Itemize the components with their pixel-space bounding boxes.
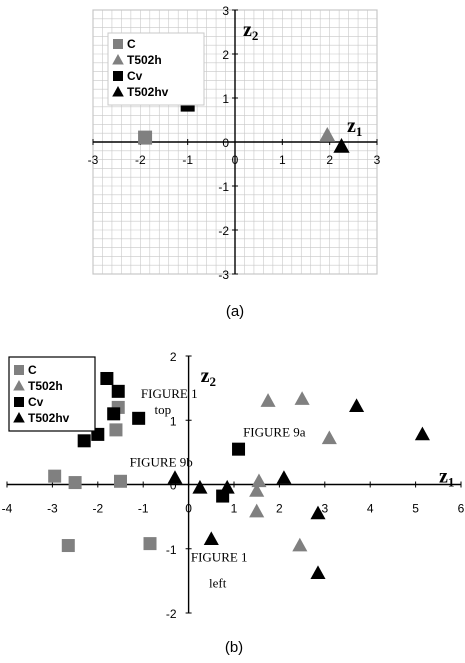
legend-marker [14, 365, 24, 375]
x-tick-label: -2 [92, 502, 103, 516]
data-point [319, 127, 336, 142]
legend: C T502h Cv T502hv [107, 32, 205, 106]
legend-label: T502hv [127, 85, 169, 99]
annotation-label: FIGURE 1 [141, 386, 198, 401]
data-point [109, 423, 123, 437]
y-tick-label: -1 [166, 543, 177, 557]
x-tick-label: 0 [185, 502, 192, 516]
y-axis-label: z2 [243, 19, 258, 43]
x-tick-label: -4 [2, 502, 13, 516]
legend-marker [13, 380, 25, 391]
y-tick-label: 2 [170, 350, 177, 364]
legend-label: T502h [28, 379, 63, 393]
legend-marker [112, 54, 124, 65]
data-point [77, 434, 91, 448]
x-tick-label: 0 [232, 153, 239, 167]
data-point [310, 565, 326, 580]
x-tick-label: 1 [231, 502, 238, 516]
panel-caption: (a) [226, 303, 244, 320]
y-tick-label: 1 [170, 414, 177, 428]
y-tick-label: -3 [218, 268, 229, 282]
y-tick-label: 0 [222, 136, 229, 150]
x-tick-label: 4 [367, 502, 374, 516]
x-tick-label: 5 [412, 502, 419, 516]
x-axis-label: z1 [347, 115, 362, 139]
data-point [68, 476, 82, 490]
panel-caption: (b) [225, 639, 243, 656]
x-tick-label: -1 [182, 153, 193, 167]
data-point [107, 407, 121, 421]
data-point [249, 483, 265, 497]
data-point [143, 537, 157, 551]
x-tick-label: 2 [326, 153, 333, 167]
data-point [414, 426, 430, 441]
data-point [260, 393, 276, 407]
data-point [249, 503, 265, 518]
legend-marker [112, 86, 124, 97]
y-tick-label: -2 [166, 607, 177, 621]
data-point [61, 539, 75, 553]
data-point [219, 479, 235, 494]
data-point [349, 398, 365, 412]
data-point [167, 470, 183, 484]
data-point [192, 479, 208, 494]
data-point [294, 391, 310, 405]
y-tick-label: -2 [218, 224, 229, 238]
legend-marker [13, 412, 25, 423]
y-axis-label: z2 [201, 365, 216, 389]
x-axis-label: z1 [439, 466, 454, 490]
annotation-label: FIGURE 9a [243, 424, 306, 439]
legend-label: Cv [127, 69, 143, 83]
data-point [333, 138, 350, 153]
data-point [48, 469, 62, 483]
legend-label: T502h [127, 53, 162, 67]
data-point [276, 470, 292, 484]
legend-marker [113, 39, 123, 49]
annotation-label: left [209, 575, 227, 590]
annotation-label: top [155, 402, 172, 417]
x-tick-label: -3 [47, 502, 58, 516]
data-point [111, 384, 125, 398]
y-tick-label: 3 [222, 4, 229, 18]
x-tick-label: -3 [88, 153, 99, 167]
x-tick-label: 3 [374, 153, 381, 167]
x-tick-label: -1 [138, 502, 149, 516]
y-tick-label: -1 [218, 180, 229, 194]
x-tick-label: 2 [276, 502, 283, 516]
data-point [100, 371, 114, 385]
data-point [292, 537, 308, 552]
x-tick-label: 6 [458, 502, 465, 516]
legend-label: C [28, 363, 37, 377]
data-point [138, 130, 153, 145]
legend-box [107, 32, 205, 106]
legend-label: T502hv [28, 411, 70, 425]
data-point [321, 430, 337, 445]
y-tick-label: 1 [222, 92, 229, 106]
data-point [251, 473, 267, 488]
data-point [132, 411, 146, 425]
data-point [203, 531, 219, 545]
chart-panel-a: -3 -2 -1 0 1 2 3-3-2-10123z2z1CT502hCvT502hv(a… [88, 4, 381, 320]
legend-marker [113, 71, 123, 81]
annotation-label: FIGURE 9b [130, 455, 193, 470]
x-tick-label: 3 [321, 502, 328, 516]
data-point [114, 474, 127, 488]
y-tick-label: 0 [170, 479, 177, 493]
legend-marker [14, 397, 24, 407]
data-point [232, 442, 246, 456]
legend: C T502h Cv T502hv [8, 356, 96, 432]
legend-label: Cv [28, 395, 44, 409]
annotation-label: FIGURE 1 [191, 550, 248, 565]
y-tick-label: 2 [222, 48, 229, 62]
data-point [310, 505, 326, 520]
x-tick-label: 1 [279, 153, 286, 167]
x-tick-label: -2 [135, 153, 146, 167]
legend-label: C [127, 37, 136, 51]
